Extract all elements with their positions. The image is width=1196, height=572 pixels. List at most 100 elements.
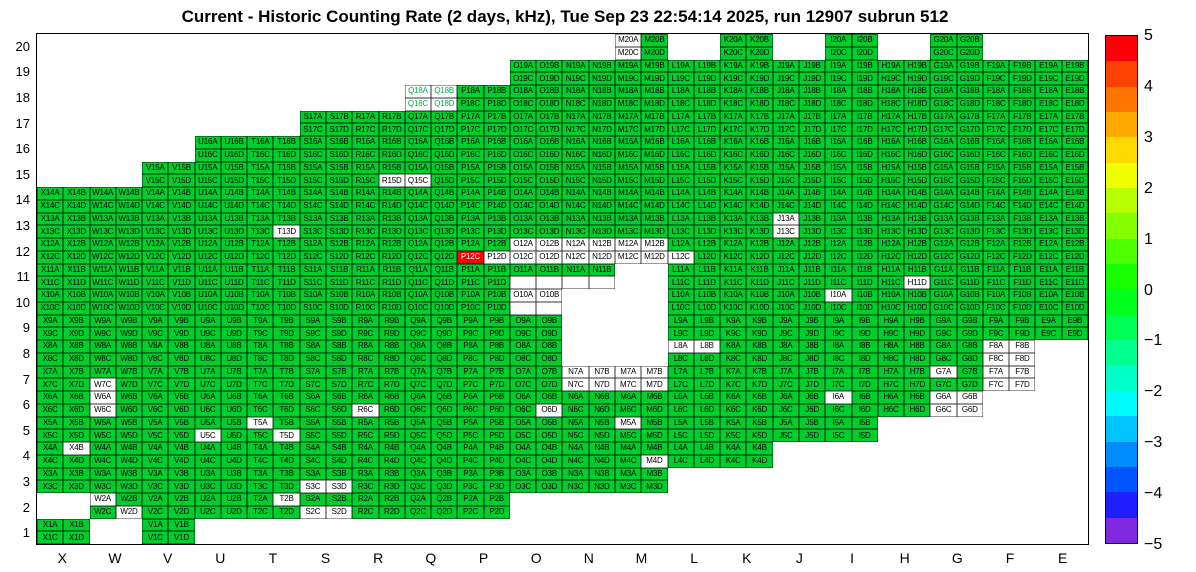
channel-G14D: G14D xyxy=(956,199,983,213)
channel-M18C: M18C xyxy=(615,97,642,111)
channel-O8A: O8A xyxy=(509,340,537,353)
channel-L13D: L13D xyxy=(693,225,721,238)
x-tick-U: U xyxy=(215,550,226,566)
channel-F7A: F7A xyxy=(982,365,1010,379)
channel-Q10D: Q10D xyxy=(431,301,458,315)
channel-Q3A: Q3A xyxy=(404,467,432,481)
cell-V7: V7A V7B V7C V7D xyxy=(142,365,195,391)
channel-L15C: L15C xyxy=(667,174,694,187)
channel-X3C: X3C xyxy=(37,480,64,493)
channel-O19B: O19B xyxy=(536,59,563,73)
channel-I19D: I19D xyxy=(851,72,878,85)
cell-F8: F8A F8B F8C F8D xyxy=(982,340,1036,366)
channel-H18B: H18B xyxy=(904,85,931,98)
cell-N3: N3A N3B N3C N3D xyxy=(562,467,616,493)
channel-P13A: P13A xyxy=(457,212,484,226)
channel-H11D: H11D xyxy=(904,276,931,289)
channel-F13D: F13D xyxy=(1009,225,1036,238)
x-tick-M: M xyxy=(635,550,648,566)
cell-S5: S5A S5B S5C S5D xyxy=(299,416,353,442)
channel-G6B: G6B xyxy=(956,391,983,404)
channel-P17B: P17B xyxy=(483,110,510,124)
channel-I9A: I9A xyxy=(825,314,852,328)
channel-X11A: X11A xyxy=(37,263,64,277)
channel-M17A: M17A xyxy=(615,110,642,124)
channel-G10B: G10B xyxy=(956,289,983,302)
channel-T7D: T7D xyxy=(273,378,300,391)
channel-R13D: R13D xyxy=(378,225,405,238)
channel-U10D: U10D xyxy=(220,301,248,315)
channel-X12B: X12B xyxy=(63,238,90,251)
channel-S14D: S14D xyxy=(326,199,353,213)
channel-L4D: L4D xyxy=(693,454,721,468)
channel-Q7B: Q7B xyxy=(431,365,458,379)
channel-T13A: T13A xyxy=(247,212,274,226)
cell-Q14: Q14A Q14B Q14C Q14D xyxy=(404,187,458,213)
cell-X1: X1A X1B X1C X1D xyxy=(37,518,90,544)
channel-H17D: H17D xyxy=(904,123,931,136)
cell-O12: O12A O12B O12C O12D xyxy=(509,238,563,264)
channel-U8C: U8C xyxy=(194,352,221,366)
channel-X9B: X9B xyxy=(63,314,90,328)
channel-N16C: N16C xyxy=(562,148,589,162)
channel-V12C: V12C xyxy=(142,250,169,264)
channel-I14C: I14C xyxy=(825,199,852,213)
cell-L14: L14A L14B L14C L14D xyxy=(667,187,721,213)
channel-E16A: E16A xyxy=(1035,136,1062,149)
cell-J14: J14A J14B J14C J14D xyxy=(772,187,826,213)
channel-M15B: M15B xyxy=(641,161,668,175)
channel-J19D: J19D xyxy=(798,72,826,85)
cell-E10: E10A E10B E10C E10D xyxy=(1035,289,1088,315)
y-tick-14: 14 xyxy=(15,192,30,208)
channel-Q18A: Q18A xyxy=(404,85,432,98)
channel-N14A: N14A xyxy=(562,187,589,200)
channel-E10D: E10D xyxy=(1061,301,1088,315)
cell-O6: O6A O6B O6C O6D xyxy=(509,391,563,417)
cell-U3: U3A U3B U3C U3D xyxy=(194,467,248,493)
channel-X9A: X9A xyxy=(37,314,64,328)
channel-F19D: F19D xyxy=(1009,72,1036,85)
channel-H11B: H11B xyxy=(904,263,931,277)
channel-L13B: L13B xyxy=(693,212,721,226)
channel-I19B: I19B xyxy=(851,59,878,73)
channel-U9C: U9C xyxy=(194,327,221,340)
channel-W10A: W10A xyxy=(89,289,116,302)
channel-P18B: P18B xyxy=(483,85,510,98)
channel-O3D: O3D xyxy=(536,480,563,493)
channel-N15C: N15C xyxy=(562,174,589,187)
channel-P15C: P15C xyxy=(457,174,484,187)
channel-V14B: V14B xyxy=(168,187,195,200)
channel-K11B: K11B xyxy=(746,263,773,277)
channel-V2C: V2C xyxy=(142,505,169,519)
channel-U13C: U13C xyxy=(194,225,221,238)
cell-R15: R15A R15B R15C R15D xyxy=(352,161,405,187)
channel-S5D: S5D xyxy=(326,429,353,442)
channel-S8C: S8C xyxy=(299,352,327,366)
channel-Q3B: Q3B xyxy=(431,467,458,481)
channel-R10C: R10C xyxy=(352,301,379,315)
cell-F15: F15A F15B F15C F15D xyxy=(982,161,1036,187)
channel-M3C: M3C xyxy=(615,480,642,493)
channel-S7A: S7A xyxy=(299,365,327,379)
channel-P10C: P10C xyxy=(457,301,484,315)
cell-M14: M14A M14B M14C M14D xyxy=(615,187,668,213)
channel-L15D: L15D xyxy=(693,174,721,187)
cell-S10: S10A S10B S10C S10D xyxy=(299,289,353,315)
channel-P5C: P5C xyxy=(457,429,484,442)
cell-S7: S7A S7B S7C S7D xyxy=(299,365,353,391)
channel-S10D: S10D xyxy=(326,301,353,315)
channel-Q11A: Q11A xyxy=(404,263,432,277)
channel-G19C: G19C xyxy=(930,72,957,85)
cell-U15: U15A U15B U15C U15D xyxy=(194,161,248,187)
colorbar-band-6 xyxy=(1106,188,1137,214)
channel-K12C: K12C xyxy=(720,250,747,264)
channel-I15A: I15A xyxy=(825,161,852,175)
colorbar-band-18 xyxy=(1106,492,1137,518)
channel-P18C: P18C xyxy=(457,97,484,111)
channel-Q14D: Q14D xyxy=(431,199,458,213)
channel-L11A: L11A xyxy=(667,263,694,277)
channel-F16D: F16D xyxy=(1009,148,1036,162)
channel-I12C: I12C xyxy=(825,250,852,264)
channel-P3C: P3C xyxy=(457,480,484,493)
channel-O10D xyxy=(536,301,563,315)
